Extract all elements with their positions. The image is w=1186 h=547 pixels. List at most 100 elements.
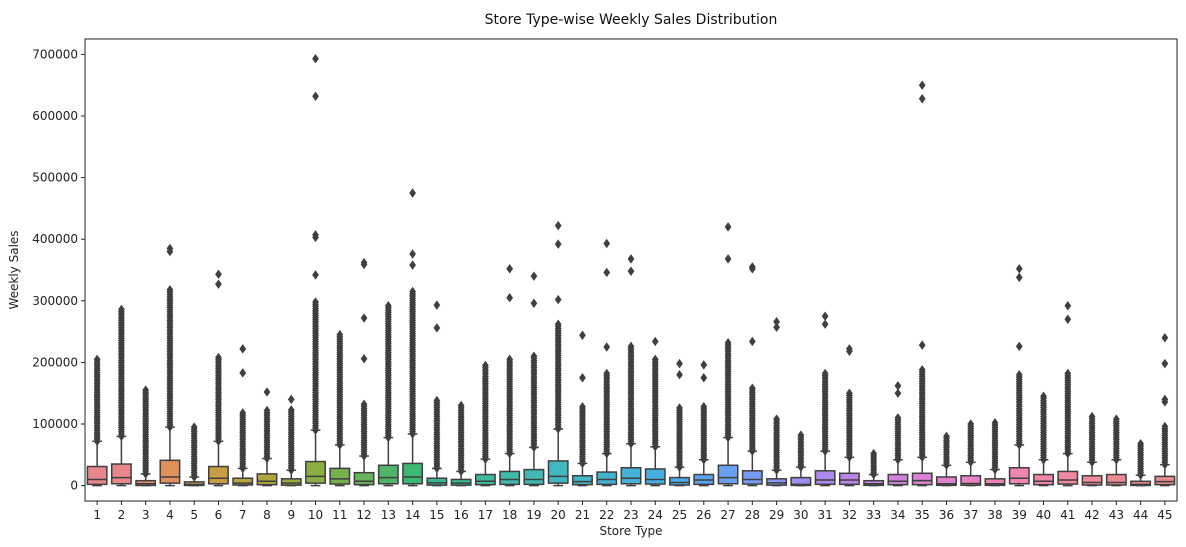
x-tick-label: 25 xyxy=(672,508,687,522)
box xyxy=(863,479,885,487)
box xyxy=(911,472,933,486)
box-group-12 xyxy=(353,257,375,487)
box-group-35 xyxy=(911,80,933,487)
box-group-38 xyxy=(984,418,1006,487)
outlier-points xyxy=(943,431,950,470)
box-group-45 xyxy=(1154,333,1176,487)
outlier-points xyxy=(482,360,489,464)
box xyxy=(86,465,108,486)
outlier-points xyxy=(748,262,756,456)
box xyxy=(1033,473,1054,486)
outlier-points xyxy=(118,304,125,442)
box xyxy=(1154,475,1176,486)
box-group-27 xyxy=(717,222,739,487)
box-group-15 xyxy=(426,300,448,487)
box xyxy=(353,471,375,486)
x-tick-label: 19 xyxy=(526,508,541,522)
box-group-28 xyxy=(741,262,763,487)
box-group-4 xyxy=(159,243,181,487)
x-tick-label: 30 xyxy=(793,508,808,522)
box-group-43 xyxy=(1105,414,1127,487)
outlier-points xyxy=(821,311,829,456)
box xyxy=(1057,470,1079,485)
box xyxy=(644,468,666,485)
box xyxy=(329,467,351,485)
x-tick-label: 41 xyxy=(1060,508,1075,522)
x-tick-label: 12 xyxy=(356,508,371,522)
x-tick-label: 18 xyxy=(502,508,517,522)
box-group-3 xyxy=(135,385,157,487)
box-group-29 xyxy=(766,317,788,487)
chart-title: Store Type-wise Weekly Sales Distributio… xyxy=(485,12,778,28)
box-group-19 xyxy=(523,271,545,487)
box xyxy=(596,471,618,486)
box xyxy=(887,473,909,486)
box xyxy=(620,466,642,485)
outlier-points xyxy=(918,80,926,462)
x-tick-label: 20 xyxy=(551,508,566,522)
box xyxy=(1008,466,1030,485)
x-tick-label: 10 xyxy=(308,508,323,522)
box xyxy=(814,470,836,486)
x-tick-label: 40 xyxy=(1036,508,1051,522)
y-tick-label: 600000 xyxy=(32,109,78,123)
x-tick-label: 24 xyxy=(648,508,663,522)
outlier-points xyxy=(287,394,295,475)
x-tick-label: 32 xyxy=(842,508,857,522)
outlier-points xyxy=(724,222,732,443)
box-group-37 xyxy=(960,419,982,487)
outlier-points xyxy=(409,188,416,439)
box-group-44 xyxy=(1130,438,1152,487)
box-group-17 xyxy=(474,360,496,487)
x-tick-label: 23 xyxy=(623,508,638,522)
x-tick-label: 11 xyxy=(332,508,347,522)
outlier-points xyxy=(651,336,659,452)
box xyxy=(523,468,545,486)
x-tick-label: 2 xyxy=(118,508,126,522)
box-group-5 xyxy=(183,422,205,487)
x-tick-label: 8 xyxy=(263,508,271,522)
box-group-33 xyxy=(863,448,885,487)
outlier-points xyxy=(1161,333,1169,470)
outlier-points xyxy=(360,257,368,461)
y-tick-label: 500000 xyxy=(32,171,78,185)
outlier-points xyxy=(336,329,344,450)
box xyxy=(741,470,763,485)
box xyxy=(110,463,132,485)
x-tick-label: 27 xyxy=(720,508,735,522)
outlier-points xyxy=(627,254,635,449)
x-tick-label: 36 xyxy=(939,508,954,522)
y-tick-label: 300000 xyxy=(32,294,78,308)
y-axis-label: Weekly Sales xyxy=(7,230,21,309)
outlier-points xyxy=(797,430,805,472)
outlier-points xyxy=(457,400,465,477)
outlier-points xyxy=(166,243,174,432)
plot-area xyxy=(86,53,1176,487)
box xyxy=(790,476,812,487)
box xyxy=(305,460,326,484)
box-group-32 xyxy=(838,344,860,487)
y-tick-label: 100000 xyxy=(32,417,78,431)
x-tick-label: 17 xyxy=(478,508,493,522)
outlier-points xyxy=(263,387,271,464)
y-axis: 0 100000 200000 300000 400000 500000 600000 700… xyxy=(32,47,85,493)
outlier-points xyxy=(579,330,586,469)
box-group-7 xyxy=(232,344,254,487)
outlier-points xyxy=(1040,391,1047,465)
outlier-points xyxy=(142,385,150,479)
outlier-points xyxy=(190,422,198,482)
box xyxy=(572,474,593,486)
x-tick-label: 22 xyxy=(599,508,614,522)
box xyxy=(377,464,399,485)
box xyxy=(984,478,1006,487)
outlier-points xyxy=(700,360,708,465)
box-group-10 xyxy=(305,53,326,487)
box xyxy=(547,460,569,484)
outlier-points xyxy=(215,269,222,446)
box-group-36 xyxy=(936,431,957,487)
x-tick-label: 42 xyxy=(1084,508,1099,522)
box-group-40 xyxy=(1033,391,1054,487)
outlier-points xyxy=(239,344,247,474)
box-group-21 xyxy=(572,330,593,487)
